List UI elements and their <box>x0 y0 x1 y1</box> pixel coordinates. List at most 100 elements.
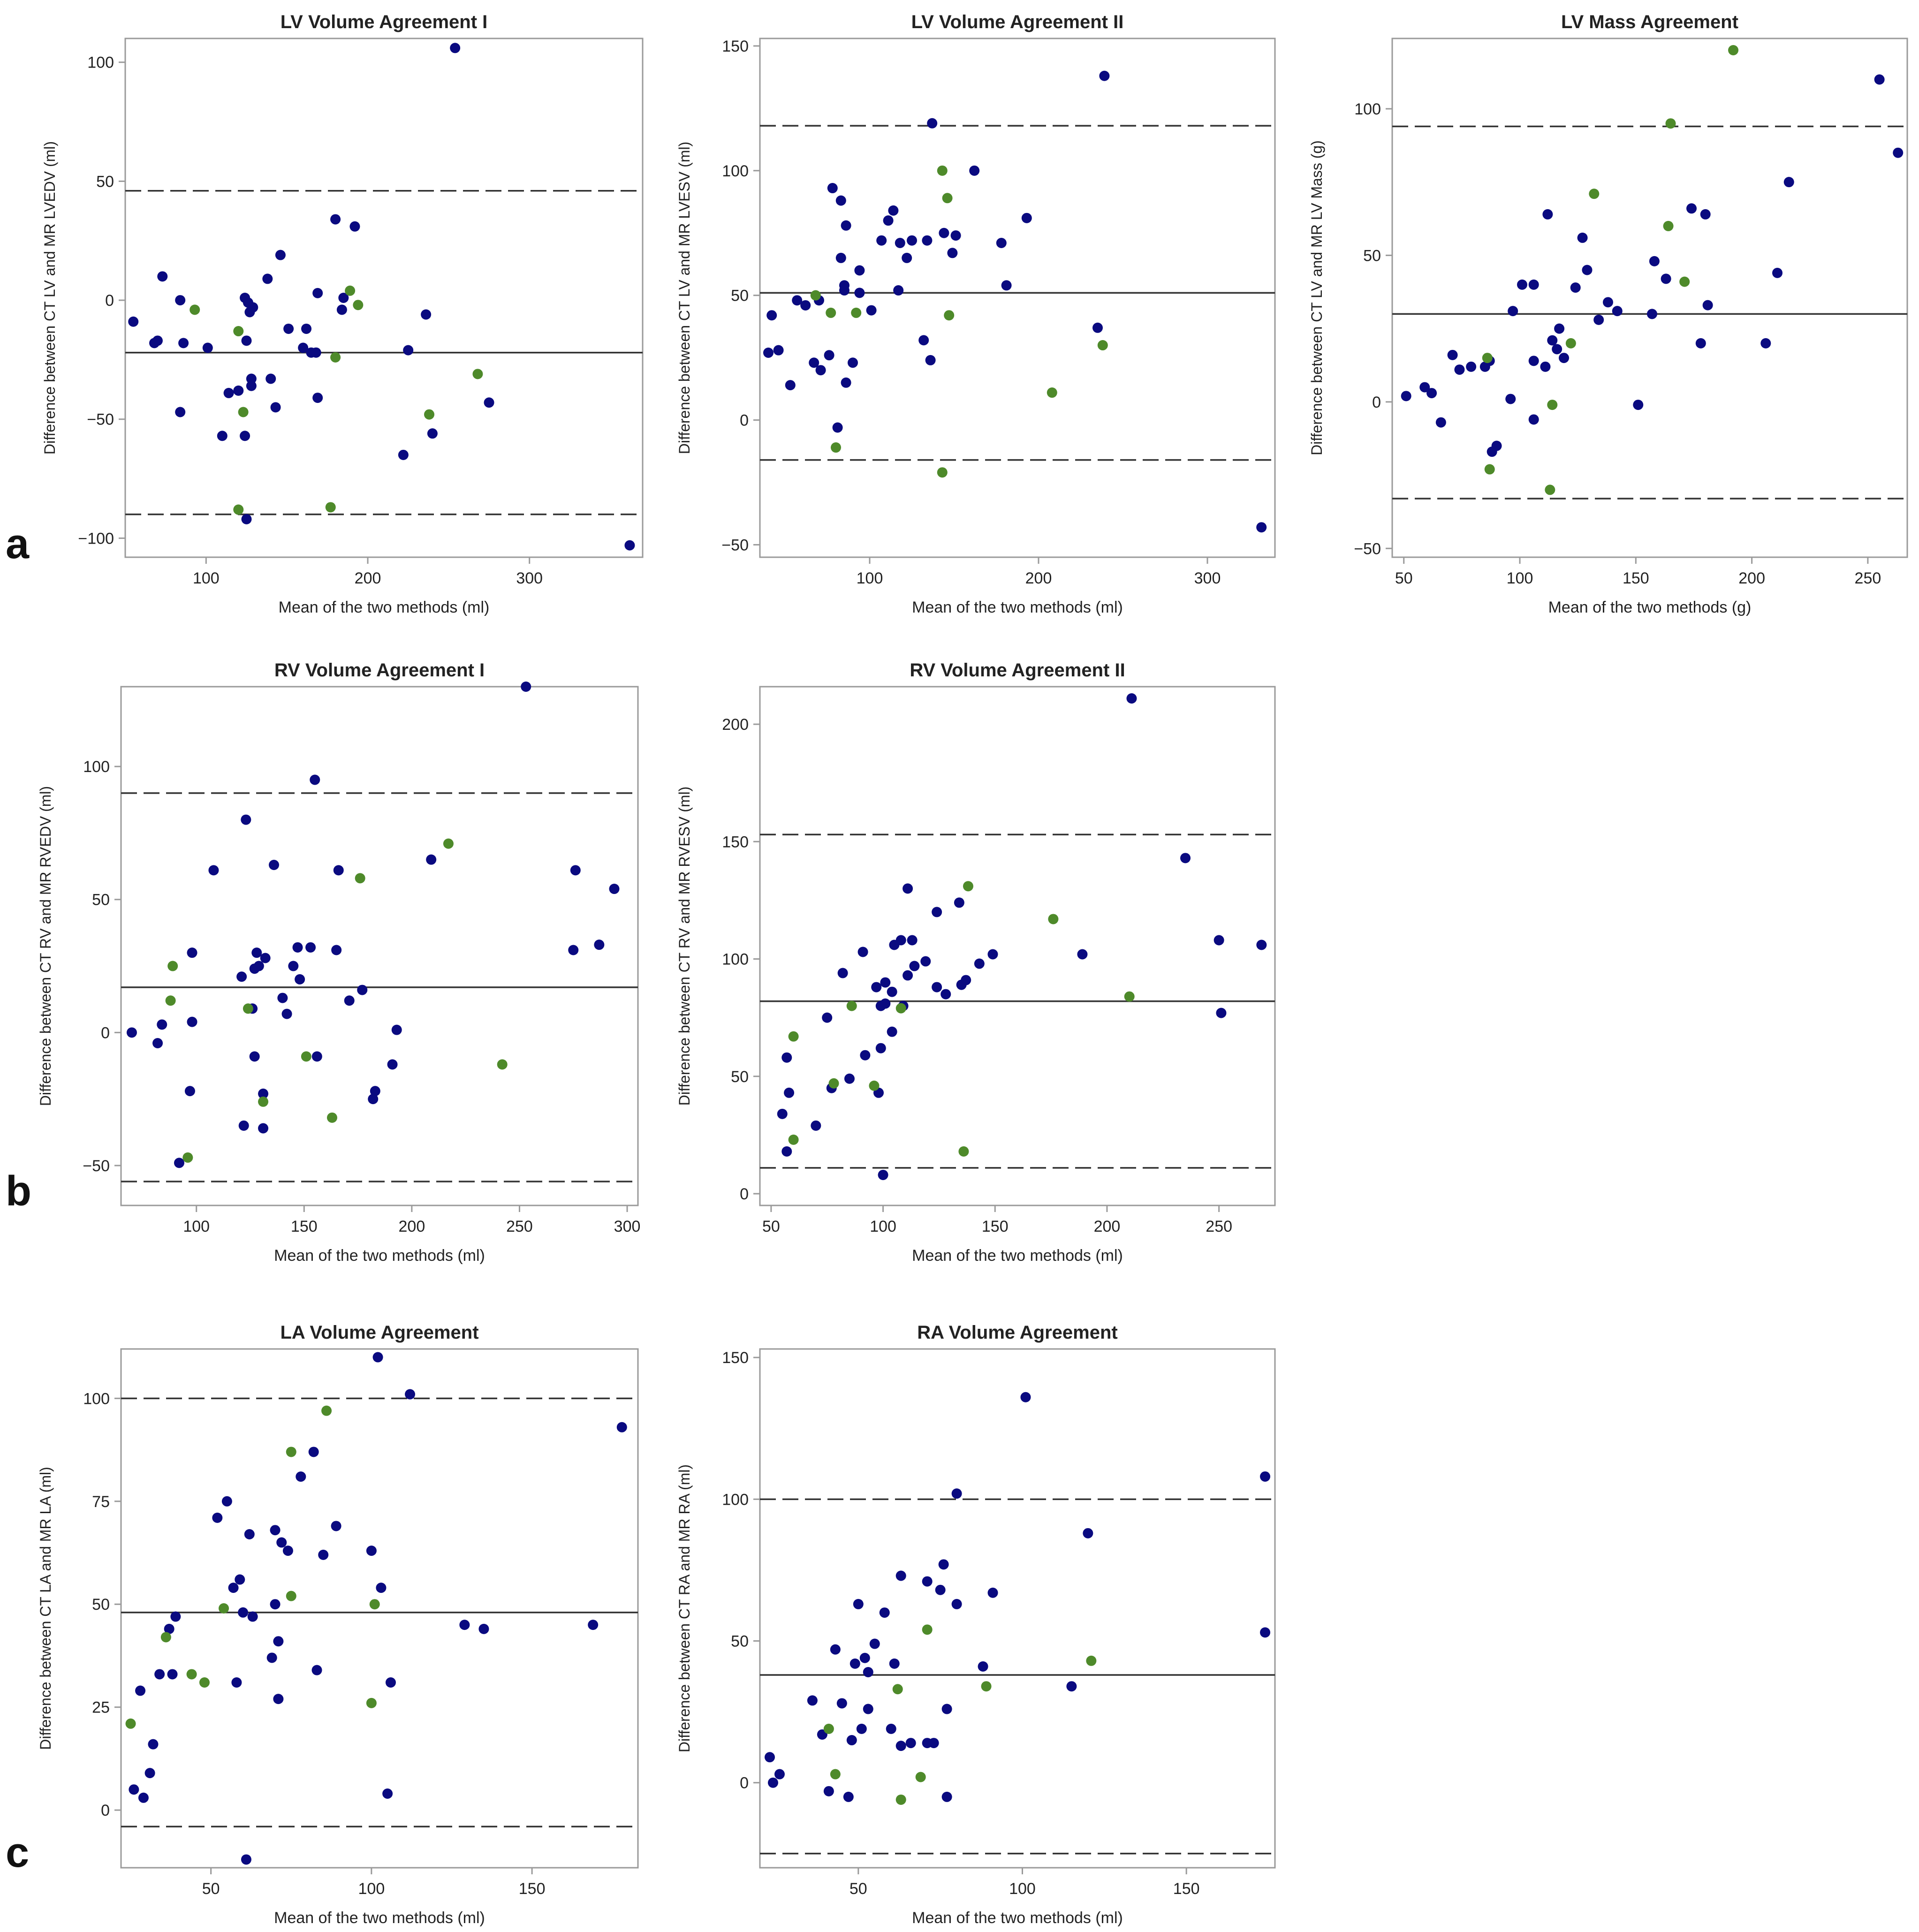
y-axis-label: Difference between CT RA and MR RA (ml) <box>676 1464 693 1752</box>
x-tick-label: 150 <box>1623 569 1649 587</box>
y-tick-label: 50 <box>1363 247 1381 265</box>
data-point-blue <box>854 265 865 276</box>
data-point-green <box>1728 45 1739 55</box>
data-point-blue <box>863 1704 873 1714</box>
x-axis-label: Mean of the two methods (g) <box>1548 599 1752 616</box>
data-point-blue <box>241 514 252 524</box>
data-point-blue <box>1491 440 1502 451</box>
data-point-green <box>1547 400 1558 410</box>
data-point-blue <box>368 1094 379 1105</box>
data-point-blue <box>922 1576 933 1587</box>
data-point-blue <box>269 860 280 871</box>
data-point-blue <box>270 1525 281 1536</box>
y-tick-label: −50 <box>721 536 749 554</box>
y-tick-label: −100 <box>78 530 114 547</box>
data-point-green <box>828 1078 839 1089</box>
data-point-blue <box>905 1738 916 1749</box>
data-point-blue <box>521 682 531 692</box>
data-point-blue <box>312 288 323 298</box>
x-axis-label: Mean of the two methods (ml) <box>912 1247 1123 1265</box>
y-tick-label: 100 <box>722 951 749 969</box>
data-point-blue <box>848 357 858 368</box>
y-tick-label: 0 <box>740 1774 749 1792</box>
x-tick-label: 100 <box>857 569 883 587</box>
panel-rv-volume-1: RV Volume Agreement I 100 150 200 250 300 −50 0… <box>37 660 640 1265</box>
data-point-green <box>1565 338 1576 349</box>
data-point-green <box>233 326 244 337</box>
data-point-blue <box>1435 417 1446 428</box>
data-point-green <box>258 1096 269 1107</box>
data-point-green <box>869 1080 880 1091</box>
y-tick-label: 100 <box>722 1491 749 1508</box>
data-point-blue <box>815 365 826 376</box>
data-point-blue <box>295 974 305 985</box>
data-point-blue <box>157 1019 167 1030</box>
data-point-blue <box>167 1669 178 1680</box>
data-point-blue <box>570 865 581 876</box>
data-point-blue <box>1020 1392 1031 1402</box>
data-point-blue <box>1528 356 1539 366</box>
data-point-blue <box>403 345 414 356</box>
data-point-blue <box>391 1024 402 1035</box>
data-point-blue <box>344 995 355 1006</box>
data-point-blue <box>888 205 899 216</box>
data-point-blue <box>766 310 777 321</box>
data-point-blue <box>1083 1528 1093 1538</box>
data-point-blue <box>947 248 958 258</box>
data-point-green <box>1086 1655 1097 1666</box>
y-tick-label: 50 <box>731 1068 749 1086</box>
data-point-blue <box>1593 314 1604 325</box>
data-point-blue <box>800 300 811 311</box>
data-point-blue <box>246 380 257 391</box>
panel-lv-mass: LV Mass Agreement 50 100 150 200 250 −50 0 50 100… <box>1308 12 1908 616</box>
data-point-blue <box>478 1623 489 1634</box>
data-point-green <box>186 1669 197 1680</box>
data-point-blue <box>262 273 273 284</box>
data-point-blue <box>1577 232 1588 243</box>
data-point-blue <box>1559 353 1569 364</box>
data-point-blue <box>1528 279 1539 290</box>
y-tick-label: −50 <box>1354 540 1381 558</box>
data-point-blue <box>987 1587 998 1598</box>
data-point-blue <box>907 935 918 946</box>
data-point-blue <box>238 1607 249 1618</box>
plot-frame <box>120 686 639 1206</box>
data-point-green <box>851 307 862 318</box>
data-point-blue <box>785 380 796 391</box>
data-point-green <box>830 1769 841 1780</box>
data-point-blue <box>763 347 774 358</box>
y-axis-label: Difference between CT LV and MR LVEDV (m… <box>41 141 58 455</box>
data-point-blue <box>850 1658 860 1669</box>
data-point-blue <box>370 1086 380 1097</box>
x-axis-label: Mean of the two methods (ml) <box>912 1909 1123 1927</box>
data-point-blue <box>1001 280 1012 291</box>
data-point-green <box>1048 914 1059 924</box>
data-point-green <box>944 310 955 321</box>
data-point-blue <box>244 1529 255 1539</box>
x-tick-label: 150 <box>1173 1880 1200 1898</box>
data-point-green <box>330 352 341 363</box>
plot-frame <box>120 1348 639 1869</box>
data-point-green <box>199 1677 210 1688</box>
data-point-green <box>472 369 483 379</box>
data-point-blue <box>1874 74 1885 85</box>
data-point-blue <box>996 238 1007 249</box>
data-point-green <box>233 504 244 515</box>
row-letter-c: c <box>6 1829 29 1876</box>
data-point-blue <box>938 1559 949 1570</box>
data-point-green <box>810 290 821 301</box>
data-point-blue <box>427 428 438 439</box>
panel-ra-volume: RA Volume Agreement 50 100 150 0 50 100 150 Mean… <box>676 1322 1276 1927</box>
data-point-blue <box>1216 1008 1227 1018</box>
data-point-blue <box>253 961 264 971</box>
data-point-blue <box>961 975 971 985</box>
data-point-green <box>846 1000 857 1011</box>
data-point-blue <box>235 1574 245 1585</box>
data-point-blue <box>249 1051 260 1062</box>
data-point-blue <box>969 165 980 176</box>
data-point-green <box>286 1447 296 1457</box>
data-point-blue <box>238 1120 249 1131</box>
data-point-blue <box>807 1695 818 1706</box>
data-point-blue <box>853 1599 864 1609</box>
